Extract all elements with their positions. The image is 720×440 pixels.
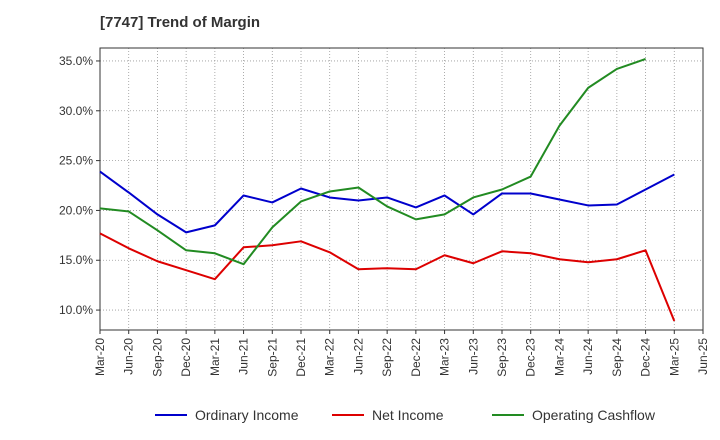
plot-frame — [99, 47, 704, 331]
x-tick-label: Sep-20 — [150, 338, 164, 377]
legend-label-ordinary-income: Ordinary Income — [195, 407, 299, 423]
x-tick-label: Mar-22 — [323, 338, 337, 376]
x-tick-label: Jun-22 — [351, 338, 365, 375]
y-tick-label: 35.0% — [59, 54, 93, 68]
y-tick-label: 10.0% — [59, 303, 93, 317]
x-tick-label: Dec-23 — [524, 338, 538, 377]
series-lines — [99, 58, 676, 322]
x-tick-label: Jun-20 — [122, 338, 136, 375]
series-line-operating-cashflow — [99, 58, 646, 266]
legend: Ordinary Income Net Income Operating Cashf… — [155, 407, 656, 423]
x-tick-label: Jun-24 — [581, 338, 595, 375]
axes: 35.0% 30.0% 25.0% 20.0% 15.0% 10.0% Mar-20 Jun-… — [59, 47, 710, 377]
legend-label-net-income: Net Income — [372, 407, 444, 423]
x-tick-label: Mar-20 — [93, 338, 107, 376]
series-line-net-income — [99, 232, 676, 322]
series-line-ordinary-income — [99, 170, 675, 234]
x-tick-label: Mar-24 — [552, 338, 566, 376]
legend-label-operating-cashflow: Operating Cashflow — [532, 407, 656, 423]
x-tick-label: Jun-25 — [696, 338, 710, 375]
y-tick-label: 20.0% — [59, 203, 93, 217]
x-tick-label: Mar-23 — [438, 338, 452, 376]
x-tick-label: Dec-22 — [409, 338, 423, 377]
x-tick-label: Mar-21 — [208, 338, 222, 376]
grid — [99, 48, 704, 330]
x-tick-label: Dec-20 — [179, 338, 193, 377]
x-tick-label: Dec-24 — [639, 338, 653, 377]
y-tick-label: 30.0% — [59, 104, 93, 118]
y-tick-label: 25.0% — [59, 154, 93, 168]
x-tick-label: Mar-25 — [667, 338, 681, 376]
x-tick-label: Sep-24 — [610, 338, 624, 377]
x-tick-label: Jun-21 — [237, 338, 251, 375]
x-tick-label: Sep-21 — [265, 338, 279, 377]
x-tick-label: Sep-22 — [380, 338, 394, 377]
chart-title: [7747] Trend of Margin — [100, 14, 261, 31]
x-tick-label: Jun-23 — [466, 338, 480, 375]
x-tick-label: Sep-23 — [495, 338, 509, 377]
x-tick-label: Dec-21 — [294, 338, 308, 377]
y-tick-label: 15.0% — [59, 253, 93, 267]
